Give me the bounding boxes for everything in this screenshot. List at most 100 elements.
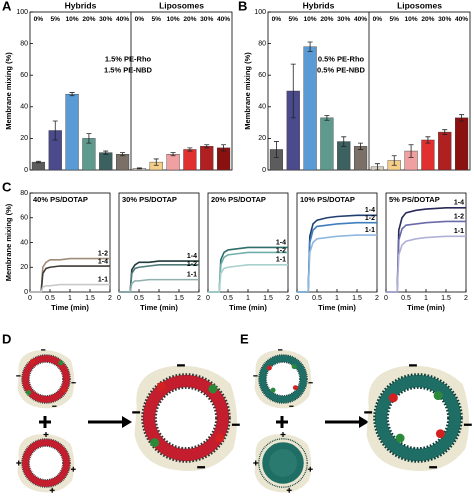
annotation: 0.5% PE-NBD <box>317 65 366 74</box>
group-label: Liposomes <box>159 0 204 10</box>
line-series <box>208 263 288 293</box>
panel-label: D <box>2 331 11 346</box>
y-tick-label: 0 <box>262 167 266 174</box>
bar <box>166 153 180 171</box>
category-label: 30% <box>99 16 112 23</box>
x-tick-label: 1.5 <box>263 295 273 302</box>
line-series <box>297 234 377 293</box>
series-label: 1-1 <box>454 228 464 235</box>
x-tick-label: 0.5 <box>134 295 144 302</box>
error-bar <box>52 120 58 141</box>
x-axis-label: Time (min) <box>140 303 178 312</box>
error-bar <box>290 63 296 119</box>
x-tick-label: 0 <box>384 295 388 302</box>
error-bar <box>153 158 159 166</box>
line-series <box>119 278 199 293</box>
group-label: Liposomes <box>397 0 442 10</box>
fused-vesicle <box>364 365 472 471</box>
category-label: 5% <box>389 16 399 23</box>
x-tick-label: 2 <box>286 295 290 302</box>
line-series <box>386 235 466 293</box>
x-tick-label: 2 <box>108 295 112 302</box>
y-tick-label: 80 <box>20 190 28 197</box>
error-bar <box>408 144 414 158</box>
x-axis-label: Time (min) <box>51 303 89 312</box>
series-label: 1-1 <box>276 257 286 264</box>
category-label: 5% <box>50 16 60 23</box>
error-bar <box>204 144 210 149</box>
chart-title: 5% PS/DOTAP <box>389 195 440 204</box>
panel-label: A <box>2 0 12 13</box>
series-label: 1-4 <box>187 253 197 260</box>
category-label: 20% <box>421 16 434 23</box>
error-bar <box>86 133 92 144</box>
panel-label: E <box>240 331 249 346</box>
y-tick-label: 60 <box>20 215 28 222</box>
series-label: 1-1 <box>365 227 375 234</box>
series-label: 1-1 <box>187 271 197 278</box>
y-axis-label: Membrane mixing (%) <box>4 203 13 281</box>
error-bar <box>459 114 465 122</box>
bar <box>454 117 469 171</box>
error-bar <box>136 167 142 170</box>
category-label: 30% <box>337 16 350 23</box>
group-label: Hybrids <box>303 0 335 10</box>
category-label: 20% <box>82 16 95 23</box>
error-bar <box>120 152 126 157</box>
x-tick-label: 0 <box>295 295 299 302</box>
panel-label: C <box>2 179 12 194</box>
series-label: 1-2 <box>454 213 464 220</box>
error-bar <box>221 144 227 152</box>
y-tick-label: 100 <box>254 9 266 16</box>
panel-label: B <box>238 0 247 13</box>
error-bar <box>341 136 347 147</box>
category-label: 10% <box>404 16 417 23</box>
x-tick-label: 1.5 <box>85 295 95 302</box>
y-tick-label: 20 <box>20 135 28 142</box>
y-tick-label: 40 <box>258 104 266 111</box>
category-label: 20% <box>183 16 196 23</box>
x-tick-label: 1.5 <box>352 295 362 302</box>
category-label: 10% <box>166 16 179 23</box>
series-label: 1-4 <box>365 207 375 214</box>
error-bar <box>358 142 364 150</box>
series-label: 1-2 <box>276 247 286 254</box>
x-tick-label: 0.5 <box>223 295 233 302</box>
category-label: 5% <box>151 16 161 23</box>
category-label: 20% <box>320 16 333 23</box>
category-label: 10% <box>303 16 316 23</box>
chart-title: 20% PS/DOTAP <box>211 195 266 204</box>
annotation: 1.5% PE-Rho <box>105 54 152 63</box>
x-axis-label: Time (min) <box>407 303 445 312</box>
error-bar <box>103 150 109 155</box>
category-label: 40% <box>455 16 468 23</box>
chart-title: 10% PS/DOTAP <box>300 195 355 204</box>
y-axis-label: Membrane mixing (%) <box>243 52 252 130</box>
line-series <box>30 283 110 293</box>
x-tick-label: 0.5 <box>401 295 411 302</box>
annotation: 1.5% PE-NBD <box>104 65 153 74</box>
x-tick-label: 0.5 <box>312 295 322 302</box>
y-tick-label: 40 <box>20 239 28 246</box>
x-tick-label: 0 <box>117 295 121 302</box>
bar <box>99 152 113 171</box>
y-tick-label: 60 <box>20 72 28 79</box>
group-label: Hybrids <box>65 0 97 10</box>
line-series <box>30 265 110 293</box>
category-label: 30% <box>200 16 213 23</box>
vesicle <box>16 432 76 493</box>
arrow-head <box>122 416 132 428</box>
x-tick-label: 0.5 <box>45 295 55 302</box>
category-label: 40% <box>217 16 230 23</box>
y-tick-label: 0 <box>24 289 28 296</box>
y-tick-label: 80 <box>258 40 266 47</box>
x-tick-label: 1 <box>68 295 72 302</box>
category-label: 10% <box>65 16 78 23</box>
x-tick-label: 2 <box>197 295 201 302</box>
x-axis-label: Time (min) <box>229 303 267 312</box>
error-bar <box>324 115 330 121</box>
x-tick-label: 2 <box>375 295 379 302</box>
bar <box>303 46 317 171</box>
x-tick-label: 1 <box>424 295 428 302</box>
error-bar <box>307 41 313 52</box>
